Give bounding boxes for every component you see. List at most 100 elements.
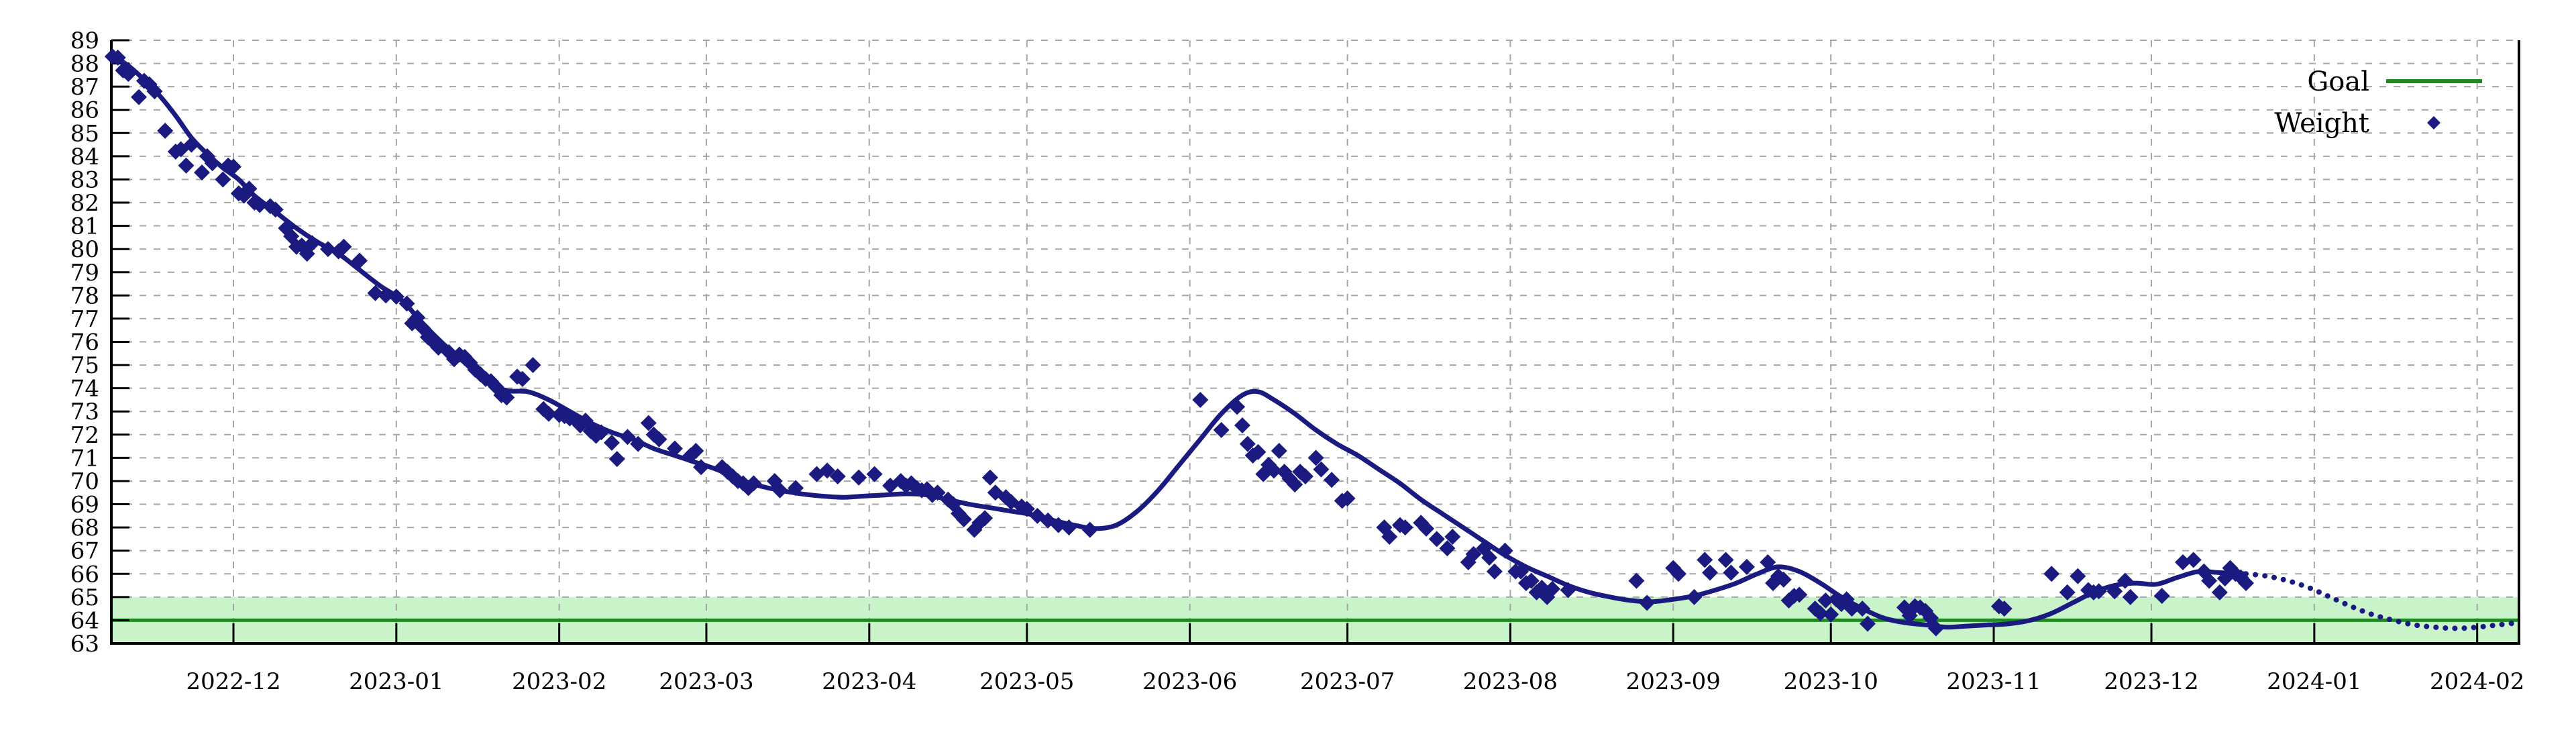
y-tick-label: 78 (70, 282, 99, 309)
weight-point-diamond (666, 440, 683, 457)
weight-point-diamond (1702, 564, 1719, 581)
y-tick-label: 77 (70, 306, 99, 333)
weight-point-diamond (1428, 531, 1445, 547)
y-tick-label: 79 (70, 260, 99, 286)
weight-point-diamond (1465, 545, 1482, 562)
weight-point-diamond (981, 469, 998, 486)
weight-point-diamond (388, 289, 405, 305)
weight-point-diamond (1544, 580, 1561, 597)
weight-point-diamond (1738, 558, 1755, 575)
weight-point-diamond (178, 157, 195, 174)
x-axis-tick-labels: 2022-12 2023-01 2023-02 2023-03 2023-04 2023-… (186, 668, 2524, 695)
weight-point-diamond (1670, 566, 1687, 582)
weight-point-diamond (335, 238, 352, 255)
y-tick-label: 82 (70, 190, 99, 217)
weight-point-diamond (2122, 588, 2139, 605)
y-tick-label: 68 (70, 515, 99, 541)
weight-point-diamond (955, 511, 972, 528)
y-tick-label: 74 (70, 376, 99, 403)
weight-point-diamond (1697, 552, 1713, 568)
weight-point-diamond (2153, 588, 2170, 605)
weight-point-diamond (2106, 583, 2123, 600)
weight-point-diamond (593, 424, 610, 441)
weight-point-diamond (351, 252, 368, 269)
y-tick-label: 85 (70, 120, 99, 147)
x-tick-label: 2023-03 (659, 668, 753, 695)
y-tick-label: 83 (70, 166, 99, 193)
weight-point-diamond (688, 443, 704, 460)
y-tick-label: 76 (70, 329, 99, 356)
diamond-icon (2427, 116, 2440, 129)
weight-point-diamond (1791, 586, 1808, 603)
y-tick-label: 75 (70, 352, 99, 379)
y-tick-label: 73 (70, 399, 99, 425)
weight-point-diamond (603, 434, 620, 451)
forecast-dotted-line (2243, 571, 2522, 631)
y-tick-label: 88 (70, 51, 99, 78)
x-tick-label: 2024-01 (2267, 668, 2361, 695)
weight-point-diamond (866, 466, 883, 482)
y-tick-label: 69 (70, 492, 99, 519)
weight-point-diamond (1313, 461, 1330, 478)
y-tick-label: 86 (70, 97, 99, 124)
weight-point-diamond (788, 480, 804, 496)
x-tick-label: 2022-12 (186, 668, 280, 695)
legend-goal-label: Goal (2307, 66, 2369, 97)
weight-point-diamond (640, 415, 657, 431)
axes (110, 39, 2520, 645)
y-tick-label: 72 (70, 422, 99, 449)
y-tick-label: 70 (70, 468, 99, 495)
weight-point-diamond (131, 89, 148, 105)
weight-point-diamond (929, 484, 946, 501)
weight-point-diamond (977, 510, 994, 527)
weight-point-diamond (146, 83, 163, 100)
weight-point-diamond (367, 284, 384, 301)
weight-point-diamond (2211, 584, 2228, 600)
y-tick-label: 87 (70, 74, 99, 101)
weight-point-diamond (619, 429, 636, 446)
weight-point-diamond (378, 287, 394, 304)
weight-point-diamond (1081, 521, 1098, 538)
y-axis-tick-labels: 6364656667686970717273747576777879808182… (70, 28, 99, 658)
weight-point-diamond (2059, 584, 2076, 600)
weight-point-diamond (120, 66, 137, 83)
weight-point-diamond (1213, 421, 1230, 438)
weight-point-diamond (1560, 582, 1576, 598)
weight-point-diamond (851, 469, 867, 486)
weight-point-diamond (1271, 443, 1287, 460)
weight-point-diamond (1324, 472, 1340, 488)
weight-point-diamond (771, 482, 788, 499)
weight-point-diamond (2070, 568, 2086, 584)
weight-point-diamond (1686, 588, 1703, 605)
y-tick-label: 89 (70, 28, 99, 54)
y-tick-label: 84 (70, 144, 99, 170)
weight-point-diamond (1854, 600, 1871, 617)
y-tick-label: 80 (70, 236, 99, 263)
weight-point-diamond (1481, 550, 1498, 566)
y-tick-label: 67 (70, 538, 99, 565)
weight-point-diamond (1229, 399, 1246, 415)
weight-point-diamond (2116, 572, 2133, 589)
weight-point-diamond (1444, 528, 1461, 545)
weight-point-diamond (745, 475, 762, 492)
weight-point-diamond (1523, 572, 1540, 589)
x-tick-label: 2023-02 (512, 668, 606, 695)
weight-point-diamond (1717, 552, 1734, 568)
weight-points (104, 48, 2255, 637)
weight-point-diamond (1439, 540, 1456, 557)
weight-point-diamond (1339, 490, 1356, 507)
weight-point-diamond (1860, 615, 1876, 632)
y-tick-label: 81 (70, 213, 99, 240)
weight-point-diamond (1307, 450, 1324, 466)
weight-point-diamond (1497, 542, 1513, 559)
weight-point-diamond (194, 164, 211, 181)
weight-point-diamond (1639, 594, 1656, 611)
weight-point-diamond (498, 389, 515, 406)
weight-point-diamond (1760, 554, 1776, 570)
weight-point-diamond (1775, 571, 1792, 588)
weight-point-diamond (630, 435, 647, 452)
weight-point-diamond (225, 158, 241, 175)
x-tick-label: 2023-04 (822, 668, 916, 695)
weight-point-diamond (1486, 563, 1503, 580)
weight-point-diamond (304, 235, 321, 252)
